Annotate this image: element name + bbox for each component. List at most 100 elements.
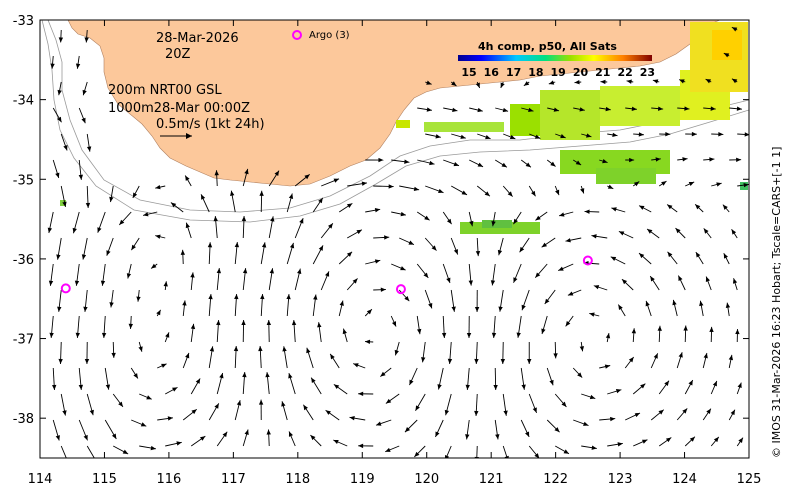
current-vector-head — [208, 294, 213, 300]
current-vector-head — [495, 434, 500, 440]
current-vector-head — [527, 358, 532, 364]
current-vector-head — [534, 453, 540, 458]
current-vector-head — [633, 181, 640, 187]
current-vector-head — [523, 81, 530, 86]
current-vector-head — [589, 312, 595, 317]
current-vector-head — [699, 300, 704, 307]
x-tick-label: 125 — [737, 472, 762, 487]
current-vector-head — [491, 332, 497, 338]
current-vector-head — [233, 346, 239, 352]
current-vector-head — [150, 445, 156, 451]
current-vector-head — [413, 186, 420, 192]
current-vector-head — [567, 291, 574, 296]
current-vector-head — [501, 162, 507, 168]
current-vector-head — [207, 242, 213, 248]
current-vector-head — [364, 339, 371, 345]
current-vector-head — [615, 389, 622, 394]
current-vector-head — [444, 409, 450, 416]
current-vector-head — [682, 408, 688, 414]
current-vector-head — [689, 436, 695, 442]
current-vector-head — [111, 433, 117, 439]
current-vector-head — [438, 188, 444, 194]
current-vector-head — [304, 174, 310, 180]
current-vector-head — [101, 332, 107, 338]
current-vector-head — [631, 328, 637, 334]
current-vector-head — [185, 222, 190, 229]
current-vector-head — [705, 79, 712, 84]
current-vector — [60, 445, 67, 458]
current-vector-head — [241, 320, 246, 326]
current-vector-head — [650, 276, 655, 282]
current-vector-head — [519, 246, 525, 253]
current-vector-head — [712, 380, 717, 387]
current-vector-head — [119, 219, 125, 225]
current-vector-head — [339, 300, 344, 306]
current-vector-head — [132, 192, 138, 198]
current-vector-head — [51, 384, 57, 390]
current-vector-head — [209, 346, 215, 352]
plot-frame — [39, 19, 750, 459]
current-vector-head — [190, 323, 196, 330]
colorbar-tick-label: 19 — [551, 66, 566, 79]
current-vector-head — [361, 181, 367, 186]
legend-line-1: 200m NRT00 GSL — [108, 83, 222, 98]
current-vector-head — [288, 373, 293, 379]
current-vector-head — [575, 160, 582, 166]
current-vector-head — [105, 384, 111, 390]
current-vector-head — [146, 395, 152, 400]
argo-float-marker — [582, 255, 593, 266]
current-vector-head — [580, 188, 585, 194]
current-vector-head — [234, 242, 240, 248]
current-vector-head — [645, 300, 650, 307]
colorbar-tick-label: 20 — [573, 66, 589, 79]
x-tick-label: 123 — [608, 472, 633, 487]
current-vector-head — [688, 181, 695, 187]
current-vector-head — [384, 235, 390, 240]
current-vector-head — [579, 107, 585, 112]
current-vector-head — [695, 204, 701, 210]
current-vector-head — [291, 320, 297, 326]
current-vector-head — [634, 413, 640, 418]
current-vector-head — [404, 159, 410, 164]
current-vector-head — [286, 294, 291, 300]
argo-float-marker — [60, 283, 71, 294]
current-vector-head — [484, 191, 490, 197]
current-vector-head — [451, 81, 457, 87]
current-vector-head — [353, 363, 359, 368]
current-vector-head — [605, 333, 611, 339]
current-vector-head — [94, 459, 98, 464]
current-vector-head — [723, 253, 729, 259]
argo-floats — [60, 255, 593, 295]
current-vector — [445, 445, 452, 458]
current-vector-head — [565, 321, 571, 327]
current-vector-head — [358, 391, 364, 397]
current-vector-head — [58, 358, 63, 364]
current-vector-head — [617, 442, 623, 447]
map-date: 28-Mar-2026 — [156, 31, 239, 46]
current-vector — [476, 445, 478, 458]
current-vector-head — [84, 358, 90, 364]
current-vector-head — [577, 372, 583, 378]
current-vector-head — [261, 242, 267, 248]
current-vector-head — [447, 358, 453, 364]
current-vector-head — [475, 82, 480, 88]
current-vector-head — [109, 196, 114, 203]
current-vector-head — [216, 320, 221, 326]
current-vector-head — [57, 306, 62, 312]
colorbar-tick-label: 23 — [640, 66, 655, 79]
current-vector-head — [269, 268, 274, 274]
current-vector-head — [242, 372, 247, 378]
x-tick-label: 116 — [156, 472, 181, 487]
current-vector-head — [469, 220, 474, 227]
current-vector-head — [657, 106, 664, 111]
colorbar-title: 4h comp, p50, All Sats — [478, 40, 617, 53]
current-vector-head — [641, 439, 648, 444]
current-vector-head — [109, 302, 114, 308]
current-vector-head — [591, 445, 597, 450]
current-vectors — [47, 26, 749, 464]
argo-legend-icon — [292, 30, 302, 40]
current-vector-head — [426, 80, 432, 85]
current-vector-head — [241, 216, 247, 222]
current-vector-head — [736, 157, 742, 163]
current-vector-head — [313, 294, 318, 300]
